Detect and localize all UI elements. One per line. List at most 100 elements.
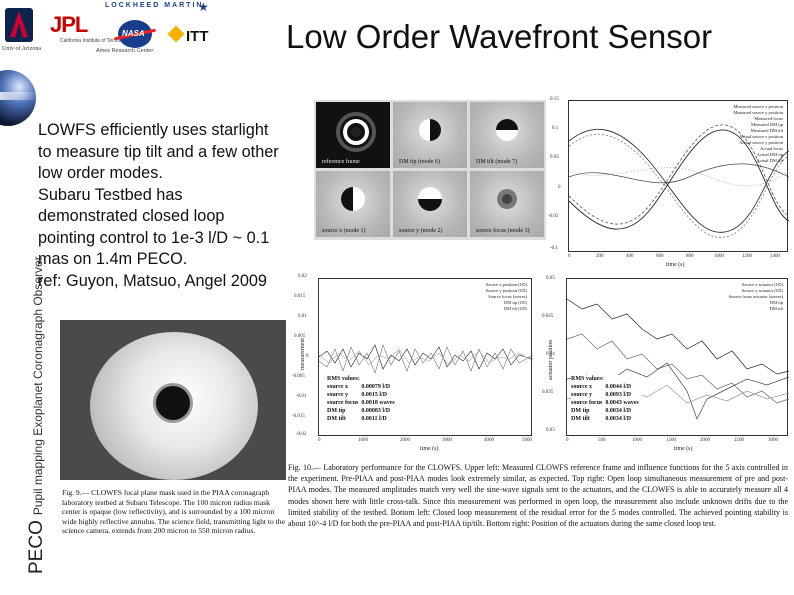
legend-entry: Source x actuator (l/D) bbox=[741, 282, 783, 287]
psf-panel-dm-tilt: DM tilt (mode 7) bbox=[470, 102, 544, 168]
x-tick: 2000 bbox=[700, 438, 710, 443]
focal-plane-mask-photo bbox=[60, 320, 286, 480]
y-tick: 0.1 bbox=[552, 126, 559, 131]
closed-loop-residual-area: Source x position (l/D) Source y positio… bbox=[318, 278, 533, 436]
y-tick: 0.005 bbox=[294, 334, 306, 339]
open-loop-plot-area: Measured source x position Measured sour… bbox=[568, 100, 789, 252]
university-of-arizona-logo bbox=[5, 8, 33, 42]
psf-panel-label: DM tip (mode 6) bbox=[399, 159, 440, 165]
x-tick: 1000 bbox=[714, 254, 724, 259]
table-row: source y 0.0015 l/D bbox=[327, 392, 388, 398]
x-tick: 0 bbox=[318, 438, 321, 443]
x-tick: 1500 bbox=[666, 438, 676, 443]
body-line: demonstrated closed loop bbox=[38, 207, 225, 225]
legend-entry: Measured source x position bbox=[733, 104, 783, 109]
legend-entry: Measured DM tilt bbox=[750, 128, 783, 133]
open-loop-legend: Measured source x position Measured sour… bbox=[733, 104, 783, 164]
x-tick: 600 bbox=[656, 254, 664, 259]
legend-entry: Actual source x position bbox=[739, 134, 783, 139]
x-tick: 2000 bbox=[400, 438, 410, 443]
body-line: Subaru Testbed has bbox=[38, 185, 183, 204]
psf-panel-label: reference frame bbox=[322, 159, 360, 165]
x-tick: 2500 bbox=[734, 438, 744, 443]
legend-entry: Actual focus bbox=[760, 146, 783, 151]
x-tick: 0 bbox=[566, 438, 569, 443]
table-row: DM tip 0.00083 l/D bbox=[327, 408, 391, 414]
legend-entry: Source y position (l/D) bbox=[485, 288, 527, 293]
actuator-position-area: Source x actuator (l/D) Source y actuato… bbox=[566, 278, 789, 436]
body-line: low order modes. bbox=[38, 164, 163, 182]
body-line: ref: Guyon, Matsuo, Angel 2009 bbox=[38, 271, 267, 290]
jpl-logo: JPL bbox=[50, 12, 88, 37]
table-row: source x 0.0044 l/D bbox=[571, 384, 632, 390]
residual-rms-box: RMS values: source x 0.00079 l/D source y… bbox=[327, 375, 398, 423]
y-tick: 0.045 bbox=[542, 314, 554, 319]
rms-table: source x 0.0044 l/D source y 0.0093 l/D so… bbox=[571, 383, 642, 423]
table-row: source x 0.00079 l/D bbox=[327, 384, 391, 390]
y-tick: 0.04 bbox=[546, 352, 555, 357]
legend-entry: Actual DM tip bbox=[756, 152, 783, 157]
y-tick: 0 bbox=[306, 354, 309, 359]
x-tick: 800 bbox=[686, 254, 694, 259]
psf-panel-source-x: source x (mode 1) bbox=[316, 171, 390, 237]
open-loop-curves bbox=[569, 124, 789, 238]
y-tick: 0.15 bbox=[550, 97, 559, 102]
y-tick: -0.1 bbox=[550, 246, 558, 251]
y-tick: -0.01 bbox=[296, 394, 307, 399]
legend-entry: Actual source y position bbox=[739, 140, 783, 145]
rms-table: source x 0.00079 l/D source y 0.0015 l/D s… bbox=[327, 383, 398, 423]
figure-9-caption: Fig. 9.— CLOWFS focal plane mask used in… bbox=[62, 488, 285, 536]
psf-panel-label: source y (mode 2) bbox=[399, 228, 443, 234]
y-tick: -0.015 bbox=[292, 414, 305, 419]
rms-title: RMS values: bbox=[571, 376, 604, 382]
x-tick: 1400 bbox=[770, 254, 780, 259]
x-tick: 200 bbox=[596, 254, 604, 259]
table-row: source focus 0.0043 waves bbox=[571, 400, 639, 406]
x-tick: 3000 bbox=[442, 438, 452, 443]
x-axis-title: time (s) bbox=[674, 446, 693, 452]
y-tick: 0.02 bbox=[298, 274, 307, 279]
y-tick: 0.03 bbox=[546, 428, 555, 433]
legend-entry: Measured focus bbox=[754, 116, 783, 121]
itt-logo: ITT bbox=[186, 28, 209, 45]
residual-noise-curves bbox=[319, 344, 533, 374]
psf-panel-source-y: source y (mode 2) bbox=[393, 171, 467, 237]
earth-globe-icon bbox=[0, 62, 40, 132]
jpl-logo-subtitle: California Institute of Technology bbox=[60, 38, 133, 44]
x-tick: 5000 bbox=[522, 438, 532, 443]
x-tick: 3000 bbox=[768, 438, 778, 443]
page-title: Low Order Wavefront Sensor bbox=[286, 18, 713, 55]
x-tick: 1000 bbox=[358, 438, 368, 443]
y-tick: -0.005 bbox=[292, 374, 305, 379]
y-tick: 0.015 bbox=[294, 294, 306, 299]
side-label: PECO Pupil mapping Exoplanet Coronagraph… bbox=[26, 256, 48, 574]
legend-entry: Actual DM tilt bbox=[756, 158, 784, 163]
legend-entry: Source focus (waves) bbox=[488, 294, 527, 299]
table-row: source focus 0.0018 waves bbox=[327, 400, 395, 406]
logo-bar: Univ of Arizona JPL California Institute… bbox=[0, 0, 280, 60]
psf-panel-dm-tip: DM tip (mode 6) bbox=[393, 102, 467, 168]
actuator-position-plot: Source x actuator (l/D) Source y actuato… bbox=[542, 274, 792, 456]
y-tick: 0.05 bbox=[550, 155, 559, 160]
legend-entry: Source x position (l/D) bbox=[485, 282, 527, 287]
y-tick: -0.02 bbox=[296, 432, 307, 437]
legend-entry: Measured source y position bbox=[733, 110, 783, 115]
closed-loop-residual-plot: Source x position (l/D) Source y positio… bbox=[292, 274, 540, 456]
actuator-legend: Source x actuator (l/D) Source y actuato… bbox=[728, 282, 783, 312]
ames-logo-text: Ames Research Center bbox=[96, 48, 154, 54]
psf-panel-label: DM tilt (mode 7) bbox=[476, 159, 518, 165]
y-tick: -0.05 bbox=[548, 214, 559, 219]
ua-logo-text: Univ of Arizona bbox=[2, 46, 41, 52]
y-tick: 0 bbox=[558, 185, 561, 190]
legend-entry: DM tilt bbox=[769, 306, 783, 311]
residual-legend: Source x position (l/D) Source y positio… bbox=[486, 282, 527, 312]
psf-panel-reference: reference frame bbox=[316, 102, 390, 168]
y-tick: 0.01 bbox=[298, 314, 307, 319]
psf-panel-source-focus: source focus (mode 3) bbox=[470, 171, 544, 237]
y-tick: 0.035 bbox=[542, 390, 554, 395]
side-label-acronym: PECO bbox=[26, 520, 47, 574]
table-row: DM tilt 0.0011 l/D bbox=[327, 416, 387, 422]
table-row: DM tip 0.0034 l/D bbox=[571, 408, 632, 414]
nasa-logo: NASA bbox=[114, 20, 156, 48]
